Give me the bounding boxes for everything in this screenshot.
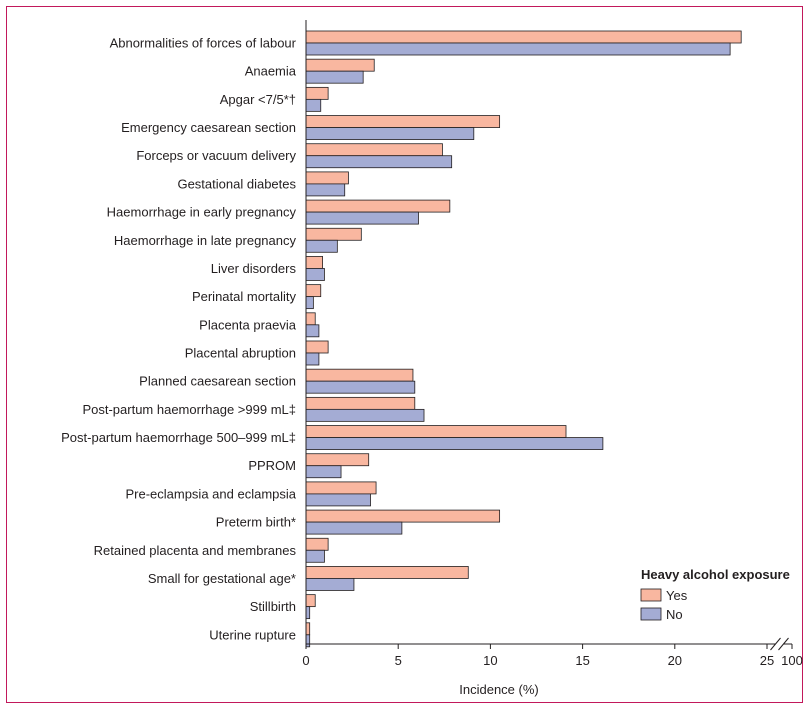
bar-no-uterine-rupture bbox=[305, 634, 311, 648]
x-tick-label-20: 20 bbox=[668, 653, 682, 668]
bar-yes-stillbirth bbox=[305, 594, 316, 608]
category-label-placental-abruption: Placental abruption bbox=[185, 346, 296, 361]
bar-no-abnormalities-of-forces-of-labour bbox=[305, 42, 731, 56]
bars-group bbox=[305, 30, 742, 648]
bar-no-gestational-diabetes bbox=[305, 183, 346, 197]
bar-yes-placenta-praevia bbox=[305, 312, 316, 326]
category-label-uterine-rupture: Uterine rupture bbox=[209, 627, 296, 642]
x-tick-label-15: 15 bbox=[575, 653, 589, 668]
bar-yes-forceps-or-vacuum-delivery bbox=[305, 143, 443, 157]
bar-yes-perinatal-mortality bbox=[305, 284, 322, 298]
category-label-placenta-praevia: Placenta praevia bbox=[199, 317, 297, 332]
category-label-gestational-diabetes: Gestational diabetes bbox=[177, 176, 296, 191]
bar-yes-uterine-rupture bbox=[305, 622, 311, 636]
bar-no-post-partum-haemorrhage-999-ml bbox=[305, 408, 425, 422]
category-label-pre-eclampsia-and-eclampsia: Pre-eclampsia and eclampsia bbox=[125, 486, 296, 501]
legend: Heavy alcohol exposure Yes No bbox=[640, 567, 790, 622]
bar-no-emergency-caesarean-section bbox=[305, 127, 475, 140]
category-label-retained-placenta-and-membranes: Retained placenta and membranes bbox=[94, 543, 297, 558]
bar-no-placental-abruption bbox=[305, 352, 320, 366]
category-labels: Abnormalities of forces of labour Anaemia… bbox=[61, 36, 297, 643]
category-label-haemorrhage-in-late-pregnancy: Haemorrhage in late pregnancy bbox=[114, 233, 297, 248]
category-label-emergency-caesarean-section: Emergency caesarean section bbox=[121, 120, 296, 135]
category-label-perinatal-mortality: Perinatal mortality bbox=[192, 289, 297, 304]
category-label-stillbirth: Stillbirth bbox=[250, 599, 296, 614]
axis-break-mark bbox=[770, 637, 789, 651]
category-label-post-partum-haemorrhage-500-999-ml: Post-partum haemorrhage 500–999 mL‡ bbox=[61, 430, 296, 445]
category-label-small-for-gestational-age: Small for gestational age* bbox=[148, 571, 296, 586]
x-tick-label-100: 100 bbox=[781, 653, 803, 668]
x-tick-label-0: 0 bbox=[302, 653, 309, 668]
bar-no-haemorrhage-in-early-pregnancy bbox=[305, 211, 419, 225]
category-label-pprom: PPROM bbox=[248, 458, 296, 473]
x-tick-label-5: 5 bbox=[395, 653, 402, 668]
bar-yes-liver-disorders bbox=[305, 256, 323, 269]
x-axis-ticks: 0 5 10 15 20 25 100 bbox=[302, 644, 803, 668]
bar-no-stillbirth bbox=[305, 606, 311, 620]
category-label-preterm-birth: Preterm birth* bbox=[216, 515, 296, 530]
bar-no-apgar-7-5 bbox=[305, 98, 322, 112]
bar-yes-pprom bbox=[305, 453, 370, 467]
legend-swatch-no bbox=[640, 607, 662, 621]
bar-yes-gestational-diabetes bbox=[305, 171, 349, 185]
category-label-planned-caesarean-section: Planned caesarean section bbox=[139, 374, 296, 389]
category-label-anaemia: Anaemia bbox=[245, 64, 297, 79]
legend-label-no: No bbox=[666, 607, 683, 622]
x-tick-label-25: 25 bbox=[760, 653, 774, 668]
bar-no-pprom bbox=[305, 465, 342, 479]
bar-no-small-for-gestational-age bbox=[305, 578, 355, 591]
bar-yes-pre-eclampsia-and-eclampsia bbox=[305, 481, 377, 495]
bar-yes-small-for-gestational-age bbox=[305, 566, 469, 579]
bar-yes-haemorrhage-in-early-pregnancy bbox=[305, 199, 451, 213]
bar-yes-planned-caesarean-section bbox=[305, 368, 414, 382]
bar-yes-abnormalities-of-forces-of-labour bbox=[305, 30, 742, 44]
bar-no-forceps-or-vacuum-delivery bbox=[305, 155, 453, 169]
bar-yes-post-partum-haemorrhage-999-ml bbox=[305, 396, 416, 410]
axis-break-gap bbox=[775, 641, 784, 647]
bar-no-pre-eclampsia-and-eclampsia bbox=[305, 493, 371, 507]
category-label-forceps-or-vacuum-delivery: Forceps or vacuum delivery bbox=[136, 148, 296, 163]
bar-yes-placental-abruption bbox=[305, 340, 329, 354]
bar-yes-haemorrhage-in-late-pregnancy bbox=[305, 227, 362, 241]
legend-title: Heavy alcohol exposure bbox=[641, 567, 790, 582]
bar-yes-retained-placenta-and-membranes bbox=[305, 537, 329, 551]
axis-break-slash-2 bbox=[778, 637, 789, 651]
bar-no-liver-disorders bbox=[305, 268, 325, 281]
category-label-haemorrhage-in-early-pregnancy: Haemorrhage in early pregnancy bbox=[107, 205, 297, 220]
bar-no-anaemia bbox=[305, 70, 364, 84]
x-axis-title: Incidence (%) bbox=[459, 682, 538, 697]
category-label-abnormalities-of-forces-of-labour: Abnormalities of forces of labour bbox=[110, 36, 297, 51]
bar-yes-apgar-7-5 bbox=[305, 86, 329, 100]
legend-label-yes: Yes bbox=[666, 588, 688, 603]
axis-break-slash-1 bbox=[770, 637, 781, 651]
bar-yes-anaemia bbox=[305, 58, 375, 72]
x-tick-label-10: 10 bbox=[483, 653, 497, 668]
bar-no-retained-placenta-and-membranes bbox=[305, 549, 325, 563]
bar-no-haemorrhage-in-late-pregnancy bbox=[305, 239, 338, 253]
bar-yes-preterm-birth bbox=[305, 509, 501, 523]
bar-yes-post-partum-haemorrhage-500-999-ml bbox=[305, 425, 567, 438]
bar-no-placenta-praevia bbox=[305, 324, 320, 338]
legend-swatch-yes bbox=[640, 588, 662, 602]
category-label-liver-disorders: Liver disorders bbox=[211, 261, 297, 276]
bar-no-post-partum-haemorrhage-500-999-ml bbox=[305, 437, 604, 450]
bar-no-planned-caesarean-section bbox=[305, 380, 416, 394]
category-label-apgar-7-5: Apgar <7/5*† bbox=[220, 92, 296, 107]
category-label-post-partum-haemorrhage-999-ml: Post-partum haemorrhage >999 mL‡ bbox=[82, 402, 296, 417]
bar-no-perinatal-mortality bbox=[305, 296, 314, 310]
bar-yes-emergency-caesarean-section bbox=[305, 115, 501, 128]
bar-no-preterm-birth bbox=[305, 521, 403, 535]
